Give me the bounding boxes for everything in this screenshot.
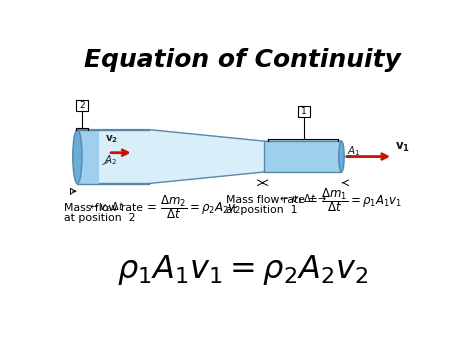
Text: $=\,\dfrac{\Delta m_1}{\Delta t} = \rho_1 A_1 v_1$: $=\,\dfrac{\Delta m_1}{\Delta t} = \rho_… [305, 186, 403, 214]
FancyBboxPatch shape [76, 100, 88, 111]
Text: $\leftarrow v_2\,\Delta t$: $\leftarrow v_2\,\Delta t$ [88, 201, 125, 214]
Text: $\mathbf{v_1}$: $\mathbf{v_1}$ [395, 141, 410, 154]
Text: $A_2$: $A_2$ [103, 153, 117, 166]
Text: at position  2: at position 2 [64, 213, 136, 223]
Polygon shape [264, 141, 341, 172]
Ellipse shape [73, 130, 82, 184]
Text: 2: 2 [79, 101, 85, 110]
Text: $=\,\dfrac{\Delta m_2}{\Delta t} = \rho_2 A_2 v_2$: $=\,\dfrac{\Delta m_2}{\Delta t} = \rho_… [144, 193, 241, 221]
Text: $\rho_1 A_1 v_1 = \rho_2 A_2 v_2$: $\rho_1 A_1 v_1 = \rho_2 A_2 v_2$ [117, 253, 369, 287]
Polygon shape [77, 130, 341, 184]
Polygon shape [77, 130, 99, 184]
Text: Equation of Continuity: Equation of Continuity [84, 48, 401, 72]
Text: at position  1: at position 1 [226, 205, 298, 215]
Text: $\mathbf{v_2}$: $\mathbf{v_2}$ [105, 133, 118, 145]
Text: 1: 1 [301, 108, 307, 116]
Text: $\leftarrow\, v_1\,\Delta t\,\rightarrow$: $\leftarrow\, v_1\,\Delta t\,\rightarrow… [278, 192, 328, 206]
Text: Mass flow rate: Mass flow rate [226, 195, 305, 205]
Text: $A_1$: $A_1$ [347, 144, 361, 158]
Ellipse shape [339, 141, 344, 172]
FancyBboxPatch shape [298, 106, 310, 117]
Text: Mass flow rate: Mass flow rate [64, 203, 143, 213]
